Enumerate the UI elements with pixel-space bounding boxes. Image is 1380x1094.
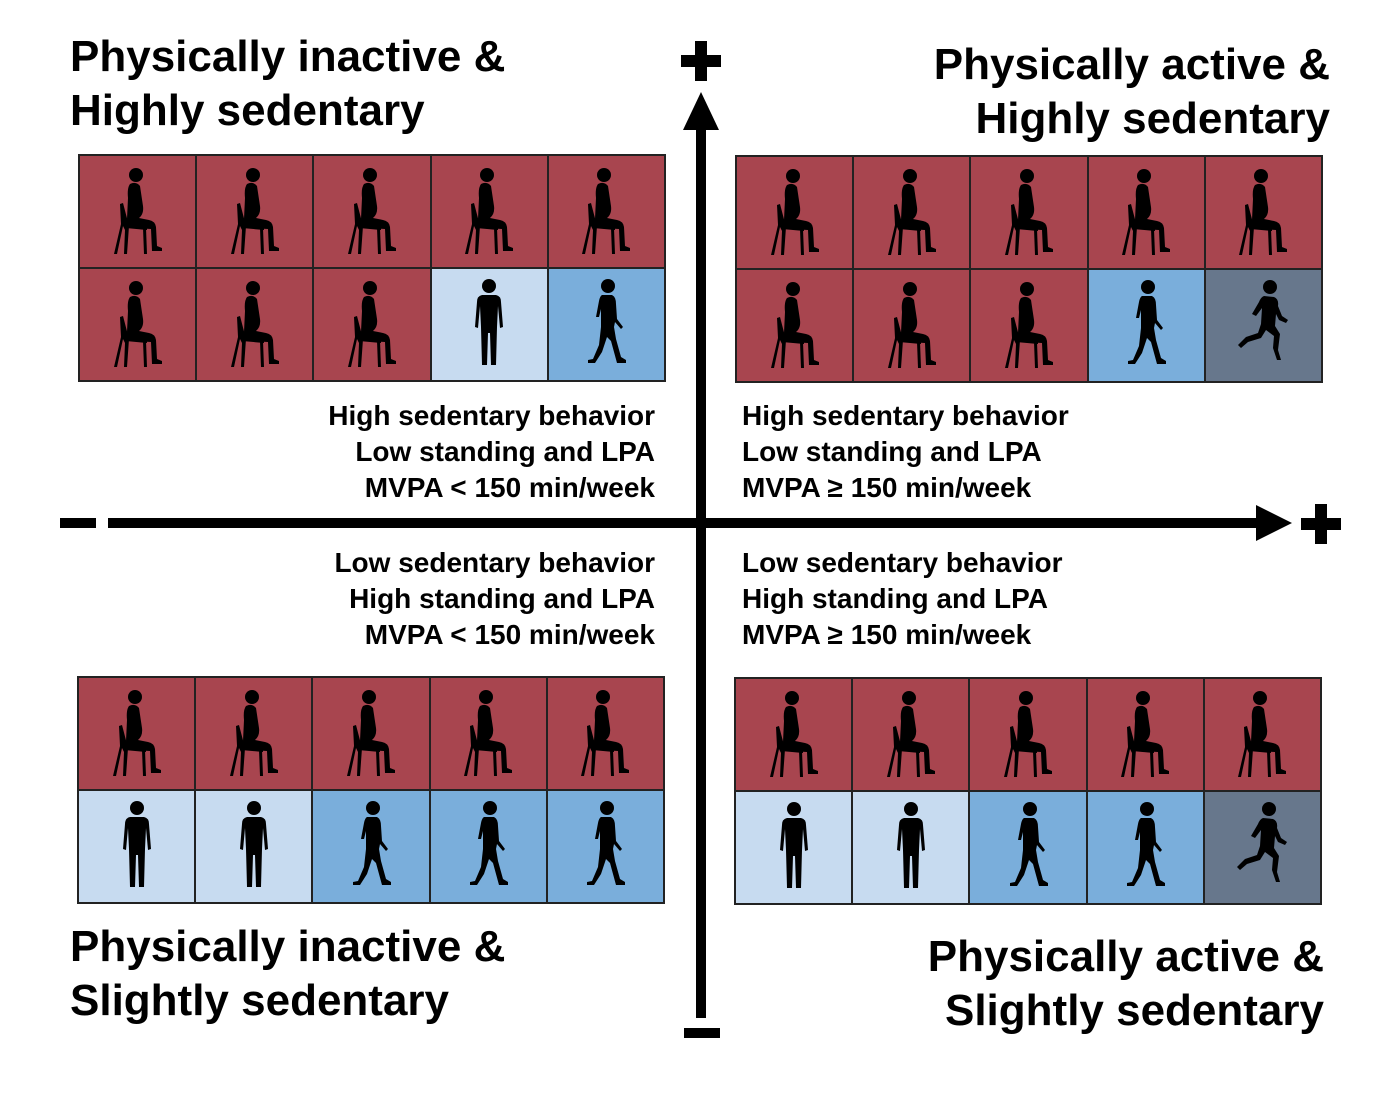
sitting-person-icon xyxy=(877,278,947,373)
sitting-cell xyxy=(547,155,665,268)
standing-cell xyxy=(195,790,313,903)
sitting-cell xyxy=(78,677,196,790)
walking-person-icon xyxy=(336,799,406,894)
sitting-person-icon xyxy=(570,686,640,781)
standing-cell xyxy=(735,791,853,904)
standing-person-icon xyxy=(759,800,829,895)
sitting-person-icon xyxy=(1111,165,1181,260)
description-bottom-left: Low sedentary behavior High standing and… xyxy=(334,547,655,650)
top-plus-sign xyxy=(681,41,721,81)
sitting-person-icon xyxy=(453,686,523,781)
walking-cell xyxy=(1087,269,1205,382)
sitting-person-icon xyxy=(337,277,407,372)
standing-person-icon xyxy=(219,799,289,894)
title-top-left: Physically inactive & Highly sedentary xyxy=(70,32,506,135)
sitting-cell xyxy=(430,155,548,268)
sitting-cell xyxy=(429,677,547,790)
sitting-cell xyxy=(736,156,854,269)
sitting-cell xyxy=(969,678,1087,791)
running-person-icon xyxy=(1228,278,1298,373)
grid-top-left xyxy=(78,154,666,382)
walking-cell xyxy=(312,790,430,903)
sitting-cell xyxy=(970,156,1088,269)
sitting-person-icon xyxy=(877,165,947,260)
sitting-person-icon xyxy=(876,687,946,782)
sitting-cell xyxy=(195,677,313,790)
sitting-person-icon xyxy=(103,164,173,259)
title-top-right: Physically active & Highly sedentary xyxy=(933,40,1330,143)
description-bottom-right: Low sedentary behavior High standing and… xyxy=(742,547,1063,650)
sitting-cell xyxy=(735,678,853,791)
standing-cell xyxy=(852,791,970,904)
sitting-person-icon xyxy=(220,164,290,259)
grid-bottom-right xyxy=(734,677,1322,905)
sitting-cell xyxy=(853,269,971,382)
sitting-person-icon xyxy=(1227,687,1297,782)
walking-person-icon xyxy=(993,800,1063,895)
sitting-cell xyxy=(1087,156,1205,269)
sitting-cell xyxy=(970,269,1088,382)
sitting-cell xyxy=(312,677,430,790)
sitting-cell xyxy=(196,268,314,381)
sitting-person-icon xyxy=(993,687,1063,782)
sitting-cell xyxy=(736,269,854,382)
sitting-cell xyxy=(546,677,664,790)
sitting-cell xyxy=(1203,678,1321,791)
sitting-person-icon xyxy=(759,687,829,782)
sitting-cell xyxy=(1086,678,1204,791)
walking-cell xyxy=(1086,791,1204,904)
vertical-axis-arrowhead xyxy=(683,92,719,130)
sitting-cell xyxy=(852,678,970,791)
walking-cell xyxy=(429,790,547,903)
running-person-icon xyxy=(1227,800,1297,895)
walking-person-icon xyxy=(570,799,640,894)
walking-person-icon xyxy=(571,277,641,372)
bottom-minus-sign xyxy=(684,1028,720,1038)
description-top-left: High sedentary behavior Low standing and… xyxy=(328,400,655,503)
standing-person-icon xyxy=(876,800,946,895)
sitting-person-icon xyxy=(219,686,289,781)
walking-person-icon xyxy=(453,799,523,894)
sitting-person-icon xyxy=(337,164,407,259)
walking-person-icon xyxy=(1111,278,1181,373)
sitting-cell xyxy=(79,155,197,268)
horizontal-axis-arrowhead xyxy=(1256,505,1292,541)
sitting-person-icon xyxy=(1110,687,1180,782)
sitting-cell xyxy=(853,156,971,269)
left-minus-sign xyxy=(60,518,96,528)
sitting-person-icon xyxy=(994,165,1064,260)
sitting-person-icon xyxy=(102,686,172,781)
walking-cell xyxy=(969,791,1087,904)
description-top-right: High sedentary behavior Low standing and… xyxy=(742,400,1069,503)
sitting-cell xyxy=(1204,156,1322,269)
right-plus-sign xyxy=(1301,504,1341,544)
sitting-person-icon xyxy=(994,278,1064,373)
walking-cell xyxy=(547,268,665,381)
sitting-cell xyxy=(196,155,314,268)
running-cell xyxy=(1203,791,1321,904)
sitting-person-icon xyxy=(760,278,830,373)
standing-cell xyxy=(430,268,548,381)
standing-cell xyxy=(78,790,196,903)
sitting-cell xyxy=(79,268,197,381)
standing-person-icon xyxy=(454,277,524,372)
sitting-person-icon xyxy=(220,277,290,372)
sitting-person-icon xyxy=(760,165,830,260)
sitting-cell xyxy=(313,268,431,381)
grid-bottom-left xyxy=(77,676,665,904)
grid-top-right xyxy=(735,155,1323,383)
walking-person-icon xyxy=(1110,800,1180,895)
title-bottom-left: Physically inactive & Slightly sedentary xyxy=(70,922,506,1025)
sitting-person-icon xyxy=(336,686,406,781)
standing-person-icon xyxy=(102,799,172,894)
title-bottom-right: Physically active & Slightly sedentary xyxy=(927,932,1324,1035)
walking-cell xyxy=(546,790,664,903)
sitting-person-icon xyxy=(454,164,524,259)
sitting-person-icon xyxy=(103,277,173,372)
sitting-person-icon xyxy=(571,164,641,259)
running-cell xyxy=(1204,269,1322,382)
sitting-person-icon xyxy=(1228,165,1298,260)
sitting-cell xyxy=(313,155,431,268)
